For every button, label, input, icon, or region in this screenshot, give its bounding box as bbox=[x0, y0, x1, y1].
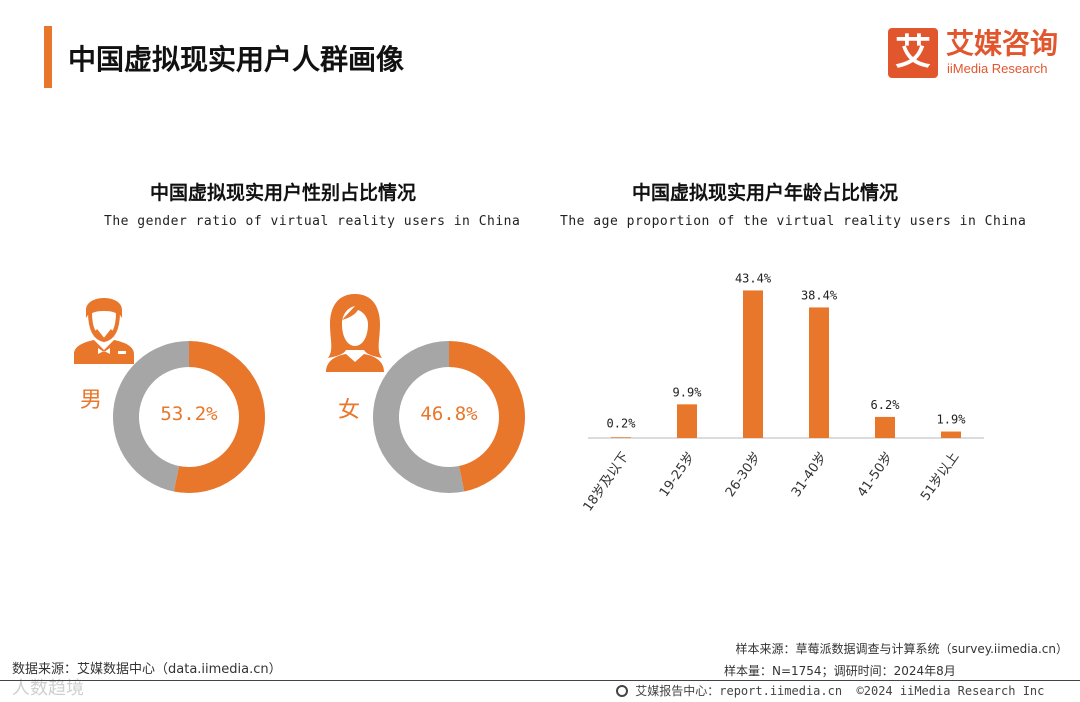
male-other-slice bbox=[112, 341, 189, 492]
bar-value-label-1: 9.9% bbox=[673, 385, 703, 399]
category-label-3: 31-40岁 bbox=[789, 450, 830, 500]
sample-source: 样本来源：草莓派数据调查与计算系统（survey.iimedia.cn） bbox=[735, 642, 1068, 656]
category-label-2: 26-30岁 bbox=[723, 450, 764, 500]
logo-en-text: iiMedia Research bbox=[947, 61, 1048, 76]
bar-value-label-4: 6.2% bbox=[871, 398, 901, 412]
watermark: 人数趋境 bbox=[12, 678, 84, 699]
bar-5 bbox=[941, 431, 961, 438]
bar-value-label-0: 0.2% bbox=[607, 416, 637, 430]
report-center-url[interactable]: report.iimedia.cn bbox=[719, 684, 843, 698]
category-label-5: 51岁以上 bbox=[918, 450, 962, 504]
male-share-slice bbox=[173, 341, 265, 493]
bar-0 bbox=[611, 437, 631, 438]
bar-2 bbox=[743, 290, 763, 438]
logo-mark: 艾 bbox=[888, 28, 938, 78]
female-user-icon bbox=[326, 294, 384, 372]
female-donut-chart bbox=[372, 341, 525, 493]
copyright: ©2024 iiMedia Research Inc bbox=[856, 684, 1045, 698]
logo-cn-text: 艾媒咨询 bbox=[946, 27, 1059, 60]
iimedia-logo[interactable]: 艾 艾媒咨询 iiMedia Research bbox=[888, 28, 1060, 80]
report-center-label: 艾媒报告中心： bbox=[635, 684, 720, 698]
male-user-icon bbox=[74, 298, 134, 364]
bar-3 bbox=[809, 307, 829, 438]
category-label-4: 41-50岁 bbox=[855, 450, 896, 500]
gender-chart-title: 中国虚拟现实用户性别占比情况 bbox=[150, 182, 417, 204]
gender-chart-subtitle: The gender ratio of virtual reality user… bbox=[104, 214, 521, 229]
bar-value-label-3: 38.4% bbox=[801, 288, 838, 302]
female-percentage: 46.8% bbox=[420, 403, 478, 425]
female-share-slice bbox=[449, 341, 525, 492]
sample-size: 样本量：N=1754；调研时间：2024年8月 bbox=[724, 664, 956, 678]
globe-icon bbox=[616, 685, 628, 697]
age-chart-subtitle: The age proportion of the virtual realit… bbox=[560, 214, 1027, 229]
title-accent-bar bbox=[44, 26, 52, 88]
data-source: 数据来源：艾媒数据中心（data.iimedia.cn） bbox=[12, 662, 282, 677]
age-bar-chart: 0.2% 18岁及以下 9.9% 19-25岁 43.4% 26-30岁 38.4% 31-4… bbox=[581, 271, 984, 515]
female-label: 女 bbox=[338, 398, 361, 423]
report-center: 艾媒报告中心：report.iimedia.cn ©2024 iiMedia R… bbox=[616, 682, 1044, 699]
male-percentage: 53.2% bbox=[160, 403, 218, 425]
category-label-0: 18岁及以下 bbox=[581, 450, 633, 515]
page-title: 中国虚拟现实用户人群画像 bbox=[68, 43, 405, 76]
male-label: 男 bbox=[80, 388, 103, 413]
footer-divider bbox=[0, 680, 1080, 681]
male-donut-chart bbox=[112, 341, 265, 493]
bar-1 bbox=[677, 404, 697, 438]
female-other-slice bbox=[372, 341, 465, 493]
category-label-1: 19-25岁 bbox=[657, 450, 698, 500]
bar-value-label-2: 43.4% bbox=[735, 271, 772, 285]
bar-4 bbox=[875, 416, 895, 438]
age-chart-title: 中国虚拟现实用户年龄占比情况 bbox=[632, 182, 899, 204]
bar-value-label-5: 1.9% bbox=[937, 413, 967, 427]
